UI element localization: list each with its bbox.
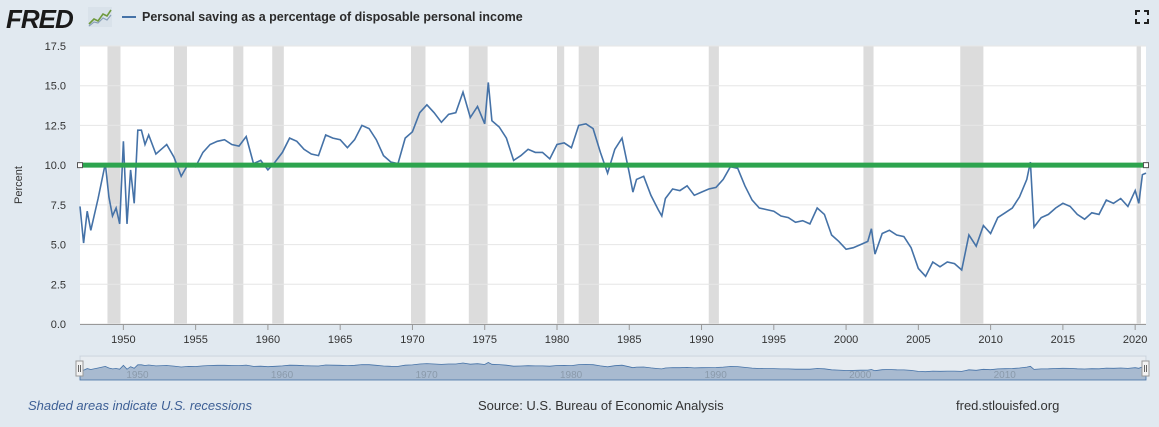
x-tick-label: 1985 [617,334,641,346]
y-axis-ticks: 0.0 2.5 5.0 7.5 10.0 12.5 15.0 17.5 [45,41,66,331]
y-tick-label: 10.0 [45,160,66,172]
x-tick-label: 1975 [472,334,496,346]
x-tick-label: 2015 [1051,334,1075,346]
threshold-handle-left[interactable] [77,162,83,169]
navigator-handle-left[interactable] [75,360,84,377]
recession-band [107,46,121,324]
navigator-track [79,355,1147,381]
x-tick-label: 1990 [689,334,713,346]
navigator-label: 2000 [849,370,872,381]
x-tick-label: 1970 [400,334,424,346]
navigator-selection[interactable] [80,356,1146,380]
x-tick-label: 2005 [906,334,930,346]
threshold-handle-right[interactable] [1143,162,1149,169]
recession-bands [107,46,1141,324]
fullscreen-icon[interactable] [1135,10,1149,24]
site-url[interactable]: fred.stlouisfed.org [956,398,1060,413]
navigator-label: 2010 [994,370,1017,381]
y-tick-label: 2.5 [51,279,66,291]
navigator-label: 1980 [560,370,583,381]
series-title: Personal saving as a percentage of dispo… [142,10,523,24]
recession-band [863,46,874,324]
navigator[interactable]: 1950 1960 1970 1980 1990 2000 2010 [75,355,1150,381]
navigator-label: 1950 [126,370,149,381]
recession-band [233,46,244,324]
x-tick-label: 2020 [1123,334,1147,346]
legend-line-swatch [122,16,136,18]
recession-band [173,46,187,324]
chart-header: FRED Personal saving as a percentage of … [0,0,1159,38]
navigator-label: 1960 [271,370,294,381]
fred-graph-icon [88,7,112,27]
x-tick-label: 1960 [256,334,280,346]
recession-band [468,46,488,324]
y-tick-label: 12.5 [45,120,66,132]
recession-band [1136,46,1141,324]
chart-legend: Personal saving as a percentage of dispo… [122,10,523,24]
chart-svg: 0.0 2.5 5.0 7.5 10.0 12.5 15.0 17.5 1950 1955 196… [13,41,1150,381]
x-tick-label: 2000 [834,334,858,346]
x-tick-label: 1955 [183,334,207,346]
x-tick-label: 1980 [545,334,569,346]
y-tick-label: 7.5 [51,200,66,212]
y-tick-label: 0.0 [51,319,66,331]
recession-band [960,46,984,324]
x-tick-label: 1950 [111,334,135,346]
recession-band [708,46,719,324]
navigator-label: 1990 [705,370,728,381]
recession-note-link[interactable]: Shaded areas indicate U.S. recessions [28,398,253,413]
y-tick-label: 15.0 [45,81,66,93]
navigator-label: 1970 [415,370,438,381]
recession-band [272,46,284,324]
x-tick-label: 1965 [328,334,352,346]
navigator-labels: 1950 1960 1970 1980 1990 2000 2010 [126,370,1016,381]
navigator-series-area [79,362,1147,381]
navigator-handle-right[interactable] [1141,360,1150,377]
y-tick-label: 5.0 [51,240,66,252]
fred-logo: FRED [6,4,74,34]
y-tick-label: 17.5 [45,41,66,53]
recession-band [578,46,599,324]
source-note: Source: U.S. Bureau of Economic Analysis [478,398,724,413]
x-axis-ticks: 1950 1955 1960 1965 1970 1975 1980 1985 1990 1995… [111,324,1147,346]
recession-band [556,46,565,324]
x-tick-label: 1995 [762,334,786,346]
y-axis-label: Percent [13,166,25,204]
x-tick-label: 2010 [978,334,1002,346]
recession-band [411,46,426,324]
